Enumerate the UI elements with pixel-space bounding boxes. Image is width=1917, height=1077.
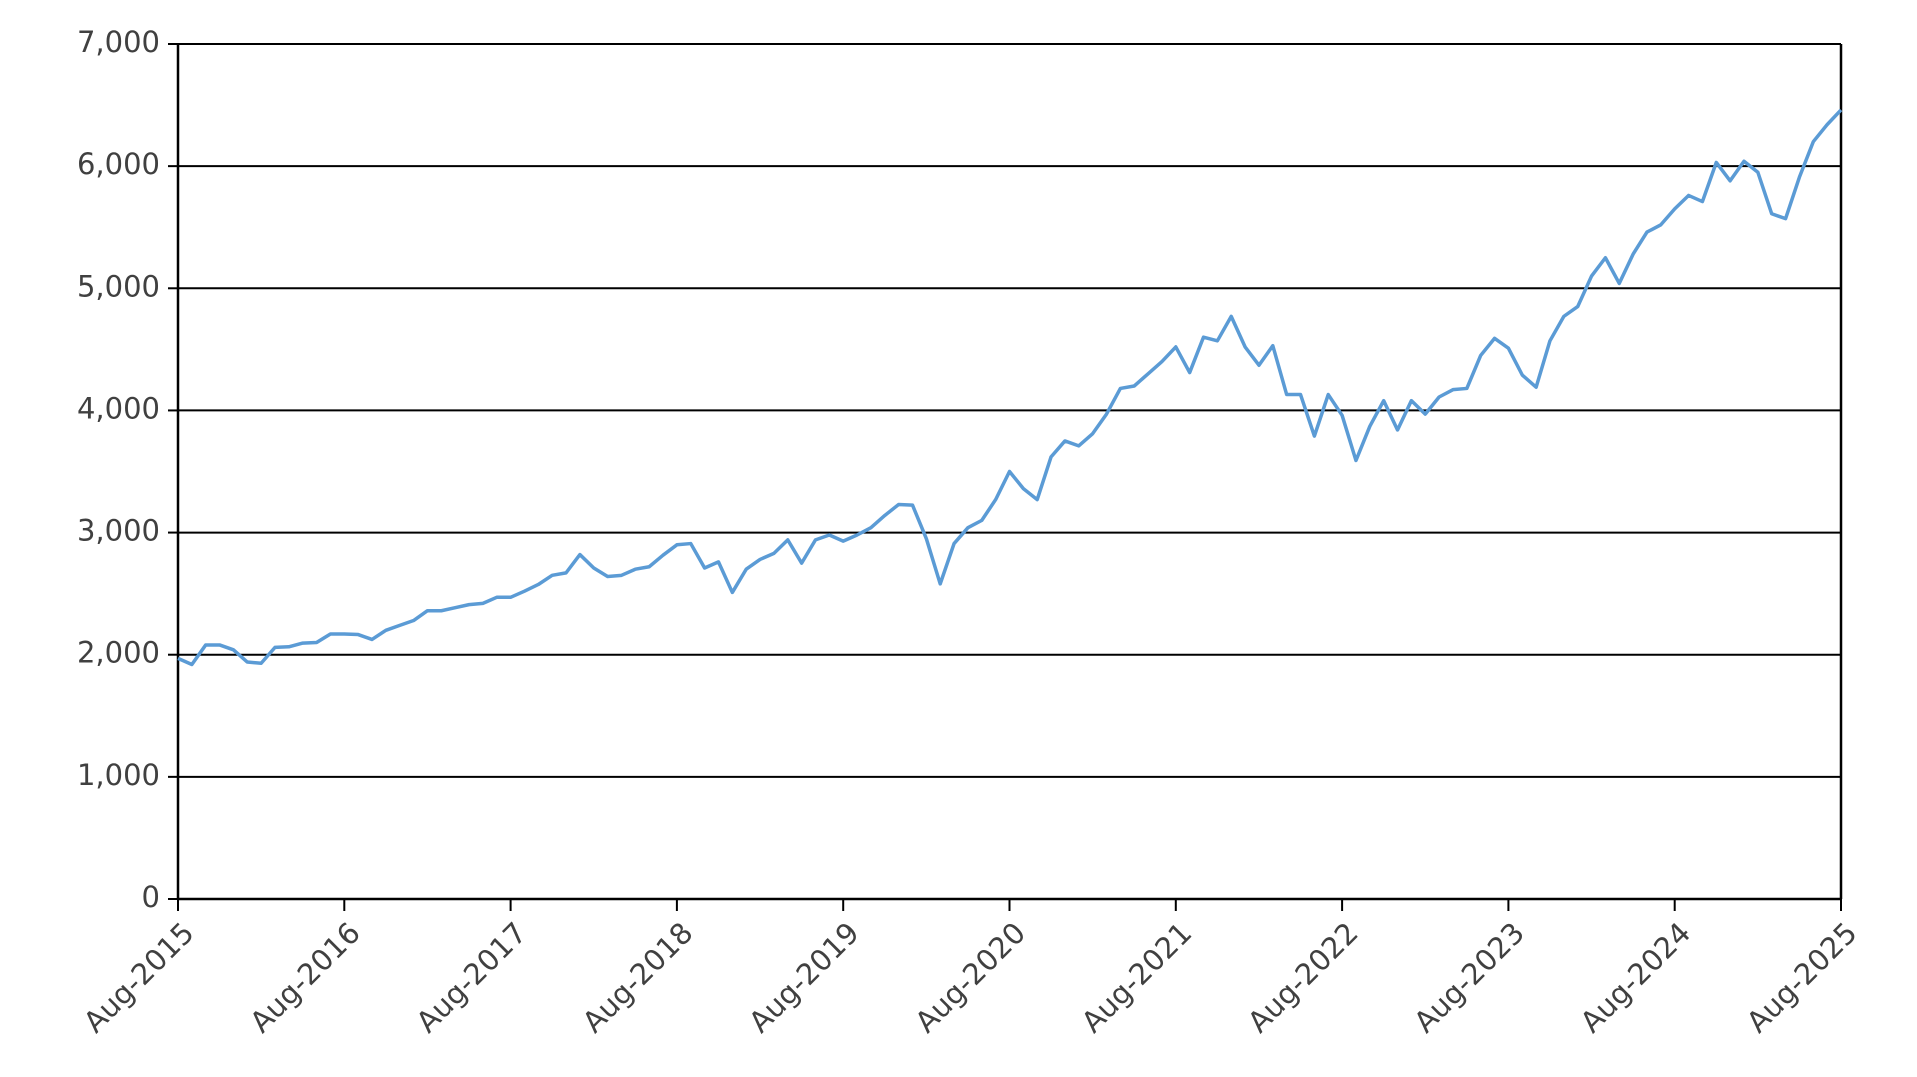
x-tick-label: Aug-2021 xyxy=(1075,916,1199,1040)
y-tick-label: 5,000 xyxy=(77,269,160,303)
y-tick-label: 0 xyxy=(142,880,160,914)
x-tick-label: Aug-2023 xyxy=(1407,916,1531,1040)
y-tick-label: 3,000 xyxy=(77,514,160,548)
x-tick-label: Aug-2025 xyxy=(1740,916,1864,1040)
x-tick-label: Aug-2019 xyxy=(742,916,866,1040)
y-tick-label: 7,000 xyxy=(77,25,160,59)
y-tick-label: 4,000 xyxy=(77,391,160,425)
x-tick-label: Aug-2017 xyxy=(410,916,534,1040)
x-tick-label: Aug-2020 xyxy=(908,916,1032,1040)
x-tick-label: Aug-2024 xyxy=(1574,916,1698,1040)
data-line xyxy=(177,108,1843,667)
x-tick-label: Aug-2022 xyxy=(1241,916,1365,1040)
y-tick-label: 6,000 xyxy=(77,147,160,181)
x-tick-label: Aug-2015 xyxy=(77,916,201,1040)
y-tick-label: 1,000 xyxy=(77,758,160,792)
x-tick-label: Aug-2018 xyxy=(576,916,700,1040)
x-tick-label: Aug-2016 xyxy=(243,916,367,1040)
y-tick-label: 2,000 xyxy=(77,636,160,670)
